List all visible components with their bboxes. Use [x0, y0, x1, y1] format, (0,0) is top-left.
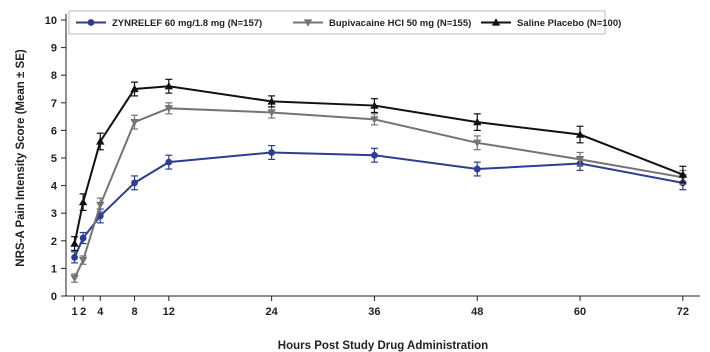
series-1 [70, 102, 688, 283]
legend-label: ZYNRELEF 60 mg/1.8 mg (N=157) [112, 18, 262, 29]
data-point [165, 158, 173, 166]
data-point [78, 197, 88, 206]
y-axis-title: NRS-A Pain Intensity Score (Mean ± SE) [15, 49, 27, 267]
y-tick-label: 4 [51, 181, 58, 193]
data-point [575, 130, 585, 138]
series-line [73, 107, 684, 279]
data-point [268, 149, 276, 156]
data-point [79, 234, 87, 242]
data-point [131, 179, 138, 187]
data-point [71, 253, 78, 261]
legend: ZYNRELEF 60 mg/1.8 mg (N=157) Bupivacaine… [68, 10, 621, 35]
legend-box [68, 10, 606, 35]
legend-label: Bupivacaine HCl 50 mg (N=155) [329, 18, 471, 29]
data-point [96, 137, 105, 145]
y-tick-label: 3 [51, 208, 57, 220]
y-tick-label: 9 [51, 43, 57, 55]
legend-item-1: Bupivacaine HCl 50 mg (N=155) [293, 18, 471, 29]
data-point [164, 82, 174, 90]
data-point [575, 156, 585, 164]
data-point [473, 117, 482, 126]
x-axis-title: Hours Post Study Drug Administration [278, 340, 488, 352]
x-tick-label: 8 [131, 306, 137, 318]
data-point [130, 118, 139, 127]
y-tick-label: 6 [51, 125, 57, 137]
x-tick-label: 12 [163, 306, 175, 318]
y-tick-label: 0 [51, 291, 57, 303]
legend-swatch-marker [87, 19, 95, 26]
data-point [473, 139, 482, 148]
x-tick-label: 24 [265, 306, 278, 318]
series-0 [71, 144, 687, 264]
data-point [473, 165, 481, 173]
data-point [130, 84, 139, 93]
legend-swatch-marker [491, 18, 501, 26]
x-tick-label: 60 [574, 306, 586, 318]
data-point [164, 105, 174, 113]
data-point [267, 97, 276, 105]
y-tick-label: 8 [51, 70, 57, 82]
y-tick-label: 1 [51, 263, 57, 275]
x-tick-label: 2 [80, 306, 86, 318]
y-tick-label: 10 [45, 15, 57, 27]
legend-item-2: Saline Placebo (N=100) [481, 18, 621, 29]
data-point [370, 101, 379, 109]
legend-label: Saline Placebo (N=100) [517, 18, 621, 29]
x-tick-label: 1 [72, 306, 78, 318]
data-point [70, 239, 79, 247]
legend-swatch-marker [303, 19, 313, 27]
data-point [678, 170, 688, 178]
series-line [73, 151, 684, 258]
series-layer [70, 78, 688, 283]
y-tick-label: 2 [51, 236, 57, 248]
y-tick-label: 5 [51, 153, 57, 165]
data-point [96, 212, 104, 220]
legend-item-0: ZYNRELEF 60 mg/1.8 mg (N=157) [76, 18, 262, 29]
x-tick-label: 4 [97, 306, 104, 318]
y-tick-label: 7 [51, 98, 57, 110]
x-tick-label: 36 [368, 306, 380, 318]
data-point [371, 151, 378, 159]
series-2 [70, 78, 688, 252]
x-tick-label: 48 [471, 306, 483, 318]
data-point [96, 201, 105, 210]
data-point [267, 109, 276, 117]
series-line [73, 85, 684, 244]
data-point [370, 116, 379, 124]
x-tick-label: 72 [677, 306, 689, 318]
data-point [70, 274, 79, 283]
data-point [78, 256, 88, 265]
